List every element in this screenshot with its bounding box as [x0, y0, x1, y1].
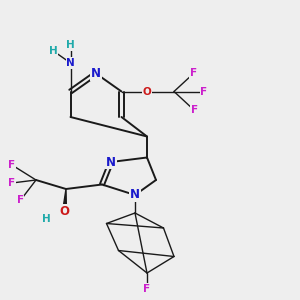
- Text: F: F: [191, 105, 198, 116]
- Text: N: N: [130, 188, 140, 202]
- Text: N: N: [106, 155, 116, 169]
- Text: O: O: [59, 205, 70, 218]
- Text: H: H: [42, 214, 51, 224]
- Text: F: F: [190, 68, 197, 79]
- Text: F: F: [17, 195, 24, 206]
- Text: F: F: [200, 86, 208, 97]
- Polygon shape: [63, 189, 66, 212]
- Text: N: N: [91, 67, 101, 80]
- Text: F: F: [8, 178, 16, 188]
- Text: H: H: [66, 40, 75, 50]
- Text: O: O: [142, 86, 152, 97]
- Text: N: N: [66, 58, 75, 68]
- Text: H: H: [49, 46, 58, 56]
- Text: F: F: [143, 284, 151, 294]
- Text: F: F: [8, 160, 16, 170]
